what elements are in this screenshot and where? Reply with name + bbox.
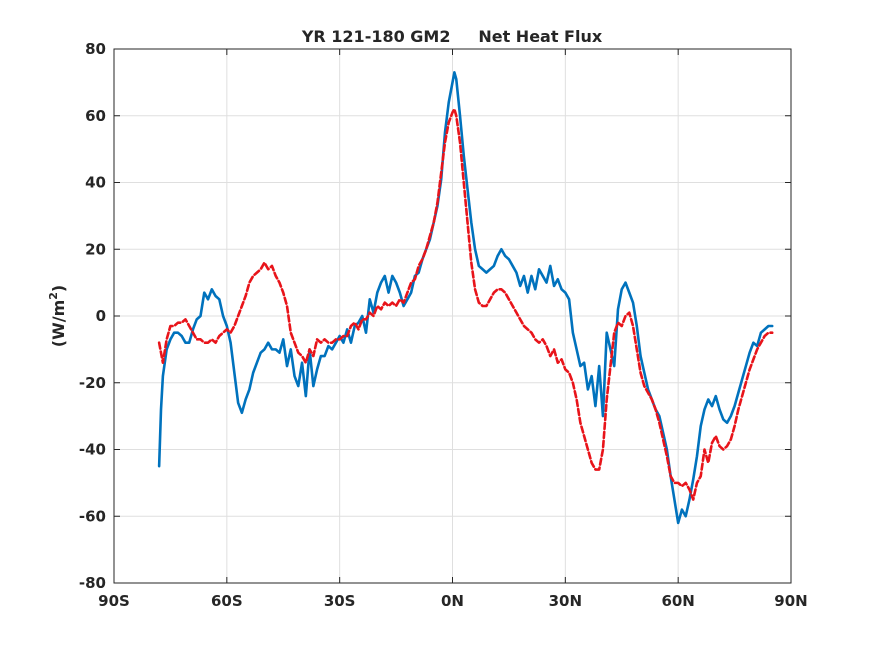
y-tick-label: 20: [85, 240, 106, 258]
y-tick-label: 60: [85, 107, 106, 125]
y-axis-label: (W/m2): [47, 285, 68, 347]
x-tick-label: 60N: [661, 592, 694, 610]
y-tick-label: -60: [79, 507, 106, 525]
y-tick-label: -80: [79, 574, 106, 592]
y-axis-label-superscript: 2: [47, 292, 60, 300]
x-tick-label: 30N: [549, 592, 582, 610]
x-tick-label: 90S: [98, 592, 130, 610]
x-tick-label: 30S: [324, 592, 356, 610]
y-tick-label: 80: [85, 40, 106, 58]
ticks: [113, 48, 792, 584]
y-tick-labels: -80 -60 -40 -20 0 20 40 60 80: [79, 40, 106, 592]
y-axis-label-close: ): [49, 285, 68, 292]
x-tick-label: 60S: [211, 592, 243, 610]
x-tick-labels: 90S 60S 30S 0N 30N 60N 90N: [98, 592, 808, 610]
y-tick-label: -20: [79, 374, 106, 392]
series-line-red-dashed: [157, 107, 774, 501]
y-axis-label-text: (W/m: [49, 300, 68, 347]
chart-title: YR 121-180 GM2 Net Heat Flux: [301, 27, 603, 46]
series-layer: [157, 71, 774, 525]
y-tick-label: 40: [85, 174, 106, 192]
y-tick-label: -40: [79, 441, 106, 459]
x-tick-label: 90N: [774, 592, 807, 610]
y-tick-label: 0: [96, 307, 106, 325]
x-tick-label: 0N: [441, 592, 464, 610]
